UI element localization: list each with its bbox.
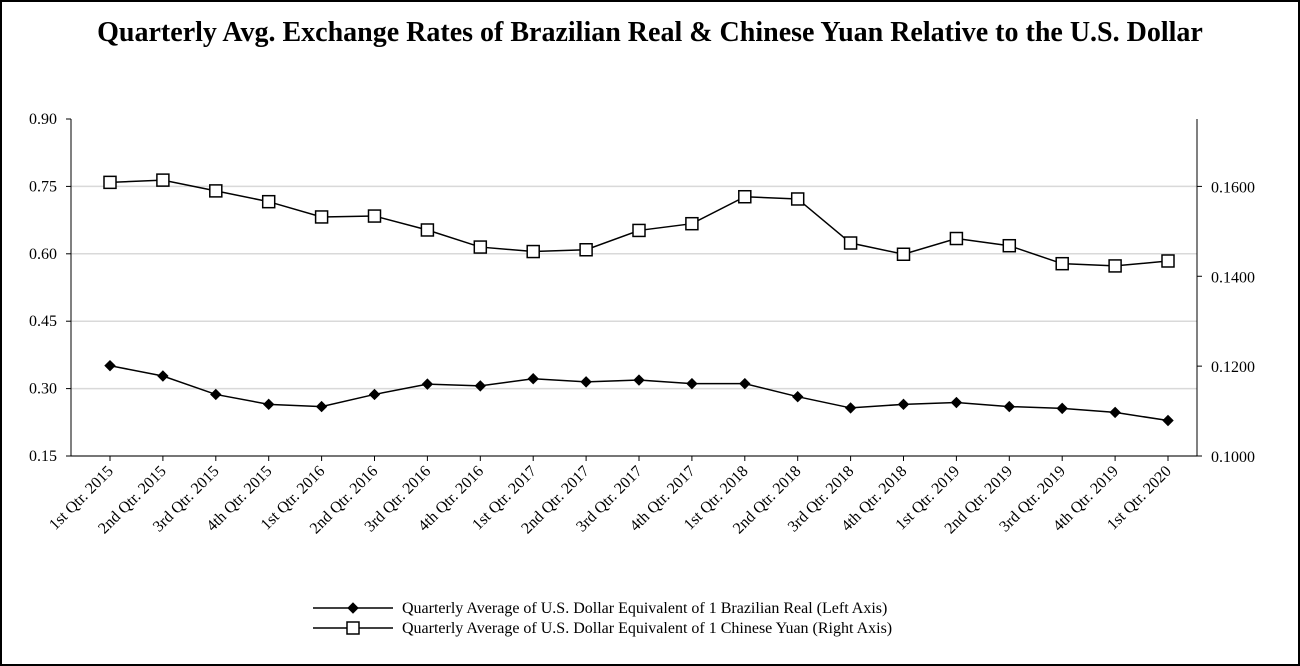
data-point-brazilian-real	[844, 402, 857, 414]
data-point-brazilian-real	[897, 398, 910, 411]
left-tick-label: 0.30	[29, 381, 57, 398]
data-point-chinese-yuan	[949, 231, 964, 246]
left-tick-label: 0.15	[29, 448, 57, 465]
data-point-brazilian-real	[1162, 414, 1174, 427]
right-tick-label: 0.1600	[1211, 179, 1255, 196]
data-point-chinese-yuan	[209, 184, 223, 198]
data-point-brazilian-real	[210, 388, 222, 401]
data-point-brazilian-real	[950, 396, 963, 409]
data-point-chinese-yuan	[1055, 256, 1069, 271]
data-point-chinese-yuan	[843, 236, 858, 250]
data-point-brazilian-real	[1056, 402, 1068, 415]
data-point-brazilian-real	[474, 380, 487, 392]
data-point-brazilian-real	[104, 359, 116, 372]
data-point-brazilian-real	[633, 374, 645, 386]
data-point-chinese-yuan	[261, 194, 276, 209]
legend-marker-chinese-yuan	[346, 621, 360, 635]
data-point-chinese-yuan	[1002, 238, 1017, 253]
data-point-chinese-yuan	[314, 210, 329, 224]
data-point-chinese-yuan	[632, 223, 646, 238]
right-tick-label: 0.1400	[1211, 269, 1255, 286]
data-point-chinese-yuan	[526, 244, 540, 259]
data-point-chinese-yuan	[1161, 254, 1175, 268]
data-point-brazilian-real	[527, 373, 539, 385]
data-point-chinese-yuan	[420, 223, 435, 237]
data-point-chinese-yuan	[790, 192, 805, 206]
data-point-brazilian-real	[262, 398, 275, 411]
data-point-chinese-yuan	[685, 216, 699, 231]
data-point-chinese-yuan	[738, 189, 752, 204]
chart-title: Quarterly Avg. Exchange Rates of Brazili…	[97, 17, 1203, 48]
data-point-chinese-yuan	[1108, 259, 1122, 273]
data-point-brazilian-real	[580, 376, 592, 388]
legend-marker-brazilian-real	[347, 602, 359, 614]
data-point-brazilian-real	[791, 390, 804, 403]
data-point-brazilian-real	[315, 400, 328, 413]
data-point-chinese-yuan	[367, 209, 382, 223]
left-tick-label: 0.75	[29, 178, 57, 195]
legend-label-chinese-yuan: Quarterly Average of U.S. Dollar Equival…	[402, 620, 892, 637]
data-point-brazilian-real	[686, 377, 698, 390]
left-tick-label: 0.60	[29, 246, 57, 263]
data-point-brazilian-real	[1003, 400, 1016, 413]
data-point-chinese-yuan	[103, 175, 117, 190]
legend-label-brazilian-real: Quarterly Average of U.S. Dollar Equival…	[402, 600, 887, 617]
left-tick-label: 0.45	[29, 313, 57, 330]
data-point-brazilian-real	[368, 388, 381, 401]
data-point-brazilian-real	[421, 378, 434, 390]
left-tick-label: 0.90	[29, 111, 57, 128]
data-point-brazilian-real	[1109, 406, 1121, 419]
data-point-chinese-yuan	[156, 173, 170, 187]
data-point-chinese-yuan	[579, 243, 593, 257]
data-point-chinese-yuan	[473, 240, 488, 254]
data-point-brazilian-real	[157, 370, 169, 382]
right-tick-label: 0.1200	[1211, 359, 1255, 376]
right-tick-label: 0.1000	[1211, 449, 1255, 466]
data-point-brazilian-real	[739, 377, 751, 390]
data-point-chinese-yuan	[896, 247, 911, 261]
